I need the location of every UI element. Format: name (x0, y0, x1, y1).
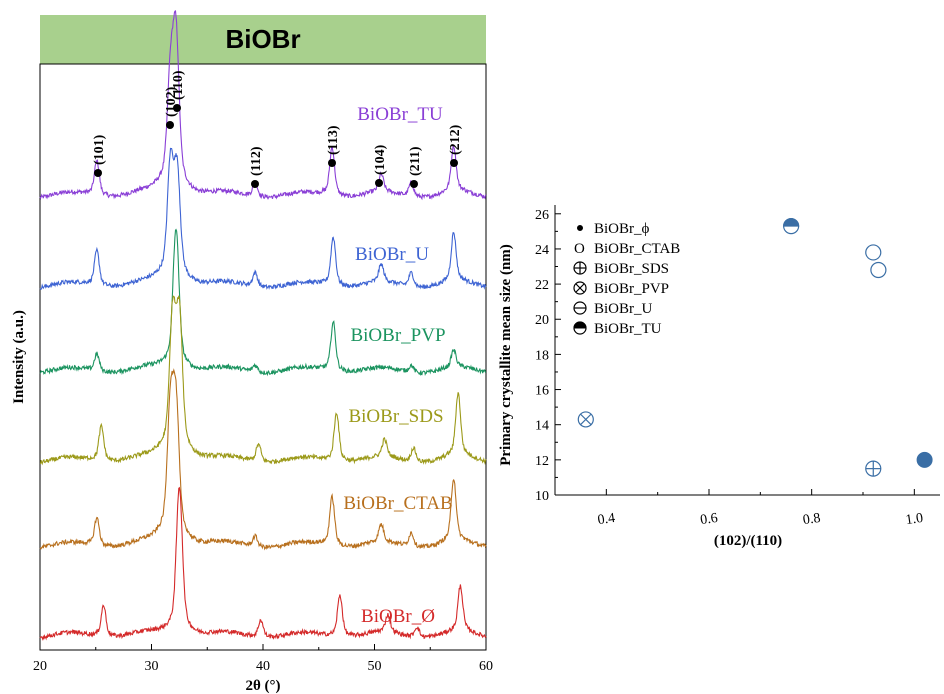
peak-marker-dot (166, 121, 174, 129)
scatter-y-tick-label: 20 (535, 313, 549, 328)
xrd-x-tick-label: 20 (33, 659, 47, 674)
legend-marker-biobr-sds (573, 261, 587, 275)
peak-label: (112) (249, 146, 264, 176)
peak-marker-dot (450, 159, 458, 167)
scatter-y-tick-label: 18 (535, 348, 549, 363)
xrd-x-tick-label: 50 (368, 659, 382, 674)
legend-label-biobr: BiOBr_ϕ (594, 221, 650, 237)
scatter-point-biobr-tu (783, 217, 800, 235)
xrd-peak-annotations: (101)(102)(110)(112)(113)(104) (211)(212) (92, 70, 463, 188)
scatter-point-biobr (916, 451, 933, 468)
legend-label-biobr-sds: BiOBr_SDS (594, 261, 669, 277)
xrd-x-ticks: 20 30 40 50 60 (33, 644, 493, 674)
legend-marker-biobr-pvp (573, 281, 587, 295)
xrd-series-label-biobr-ctab: BiOBr_CTAB (343, 493, 452, 514)
scatter-point-biobr-ctab (870, 261, 887, 279)
peak-marker-dot (410, 180, 418, 188)
scatter-y-tick-label: 12 (535, 454, 549, 469)
xrd-x-tick-label: 30 (145, 659, 159, 674)
legend-label-biobr-pvp: BiOBr_PVP (594, 281, 669, 297)
xrd-series-label-biobr-tu: BiOBr_TU (357, 104, 443, 125)
scatter-x-tick-label: 0.8 (802, 511, 821, 528)
peak-marker-dot (94, 169, 102, 177)
xrd-trace-biobr-u (39, 147, 487, 290)
scatter-y-tick-label: 22 (535, 278, 549, 293)
legend-marker-biobr-ctab: O (574, 241, 585, 257)
legend-label-biobr-tu: BiOBr_TU (594, 321, 662, 337)
xrd-x-tick-label: 40 (256, 659, 270, 674)
xrd-series-label-biobr-u: BiOBr_U (355, 244, 429, 265)
scatter-x-tick-label: 1.0 (905, 511, 924, 528)
xrd-trace-biobr-sds (39, 295, 487, 466)
legend-marker-biobr (577, 225, 583, 231)
xrd-x-axis-label: 2θ (°) (245, 678, 280, 694)
xrd-trace-biobr (39, 486, 487, 641)
xrd-x-tick-label: 60 (479, 659, 493, 674)
scatter-x-axis-label: (102)/(110) (714, 533, 782, 549)
peak-label: (113) (326, 125, 341, 155)
scatter-x-tick-label: 0.6 (699, 511, 718, 528)
peak-marker-dot (328, 159, 336, 167)
peak-marker-dot (251, 180, 259, 188)
chart-title: BiOBr (225, 24, 300, 54)
xrd-series-label-biobr: BiOBr_Ø (361, 606, 435, 627)
peak-label: (104) (373, 144, 388, 175)
scatter-points (577, 217, 933, 477)
legend-label-biobr-ctab: BiOBr_CTAB (594, 241, 680, 257)
xrd-series-labels: BiOBr_TU BiOBr_U BiOBr_PVP BiOBr_SDS BiOBr_C… (343, 104, 452, 627)
legend-marker-biobr-tu (573, 321, 587, 335)
scatter-ticks: 10 12 14 16 18 20 22 24 26 0.4 0.6 0.8 1.0 (535, 208, 924, 528)
scatter-y-tick-label: 16 (535, 384, 549, 399)
scatter-x-tick-label: 0.4 (597, 511, 616, 528)
peak-marker-dot (375, 179, 383, 187)
scatter-y-tick-label: 26 (535, 208, 549, 223)
scatter-y-tick-label: 14 (535, 419, 549, 434)
peak-label: (212) (448, 124, 463, 155)
scatter-legend: BiOBr_ϕ O BiOBr_CTAB BiOBr_SDS BiOBr_PVP BiOB… (573, 221, 680, 337)
xrd-traces (39, 10, 487, 641)
xrd-series-label-biobr-pvp: BiOBr_PVP (350, 325, 445, 346)
scatter-y-tick-label: 24 (535, 243, 549, 258)
peak-label: (211) (408, 146, 423, 176)
scatter-point-biobr-pvp (577, 411, 594, 428)
peak-marker-dot (173, 104, 181, 112)
xrd-trace-biobr-ctab (39, 368, 487, 551)
scatter-y-tick-label: 10 (535, 489, 549, 504)
peak-label: (110) (171, 70, 186, 100)
legend-label-biobr-u: BiOBr_U (594, 301, 653, 317)
xrd-series-label-biobr-sds: BiOBr_SDS (348, 406, 443, 427)
scatter-point-biobr-ctab (865, 244, 882, 261)
xrd-y-axis-label: Intensity (a.u.) (11, 310, 27, 404)
scatter-point-biobr-sds (865, 460, 882, 477)
legend-marker-biobr-u (573, 301, 587, 315)
xrd-trace-biobr-pvp (39, 228, 487, 377)
title-banner (40, 15, 486, 64)
scatter-y-axis-label: Primary crystallite mean size (nm) (498, 244, 514, 466)
peak-label: (101) (92, 134, 107, 165)
xrd-panel: BiOBr 20 30 40 50 60 BiOBr_TU BiOBr_U BiOBr_PV… (11, 10, 493, 694)
